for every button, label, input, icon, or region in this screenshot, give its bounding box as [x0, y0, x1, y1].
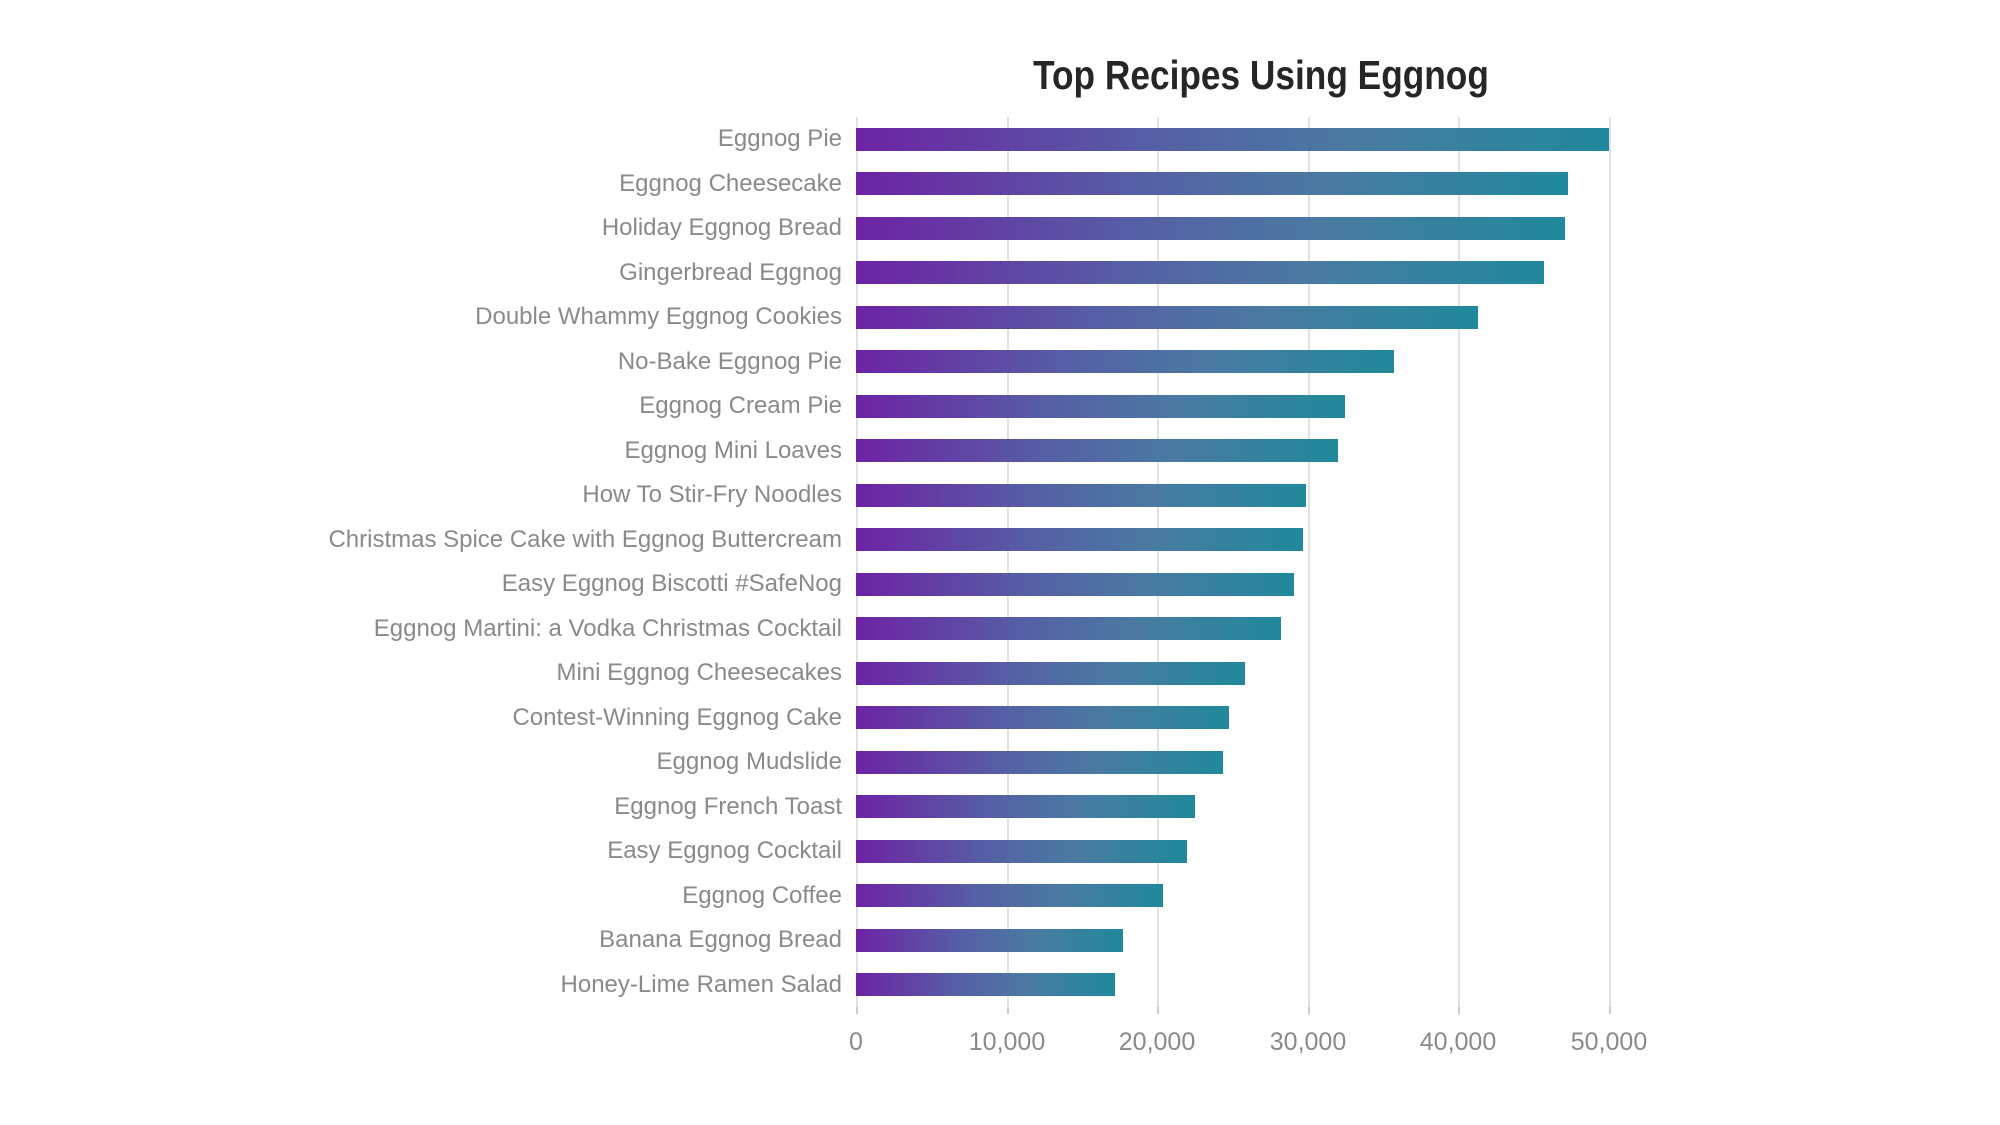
x-axis-tick: [1007, 1007, 1009, 1014]
x-axis-tick-label: 50,000: [1570, 1028, 1648, 1056]
category-label: Eggnog Cream Pie: [639, 392, 842, 419]
gridline-x-30000: [1308, 117, 1310, 1007]
gridline-x-10000: [1007, 117, 1009, 1007]
chart-title-text: Top Recipes Using Eggnog: [1033, 52, 1489, 98]
bar-10: [856, 573, 1294, 596]
bar-1: [856, 172, 1568, 195]
bar-9: [856, 528, 1303, 551]
category-label: Eggnog Coffee: [682, 882, 842, 909]
bar-17: [856, 884, 1163, 907]
bar-5: [856, 350, 1394, 373]
category-label: Honey-Lime Ramen Salad: [560, 971, 842, 998]
bar-6: [856, 395, 1345, 418]
x-axis-tick: [1308, 1007, 1310, 1014]
x-axis-tick-label: 40,000: [1419, 1028, 1497, 1056]
category-label: Eggnog French Toast: [614, 793, 842, 820]
bar-13: [856, 706, 1229, 729]
category-label: No-Bake Eggnog Pie: [617, 348, 842, 375]
x-axis-tick-label: 10,000: [968, 1028, 1046, 1056]
category-label: Banana Eggnog Bread: [599, 926, 842, 953]
gridline-x-20000: [1157, 117, 1159, 1007]
category-label: Easy Eggnog Cocktail: [607, 837, 842, 864]
bar-0: [856, 128, 1609, 151]
category-label: Eggnog Cheesecake: [619, 170, 842, 197]
gridline-x-50000: [1609, 117, 1611, 1007]
category-label: Contest-Winning Eggnog Cake: [512, 704, 842, 731]
category-label: Eggnog Martini: a Vodka Christmas Cockta…: [373, 615, 842, 642]
x-axis-tick: [1458, 1007, 1460, 1014]
x-axis-tick-label: 30,000: [1269, 1028, 1347, 1056]
category-label: Holiday Eggnog Bread: [601, 214, 842, 241]
bar-11: [856, 617, 1281, 640]
bar-7: [856, 439, 1338, 462]
category-label: Eggnog Mini Loaves: [624, 437, 842, 464]
category-label: Eggnog Pie: [717, 125, 842, 152]
x-axis-tick: [856, 1007, 858, 1014]
category-label: Easy Eggnog Biscotti #SafeNog: [501, 570, 842, 597]
bar-19: [856, 973, 1115, 996]
bar-2: [856, 217, 1565, 240]
bar-16: [856, 840, 1187, 863]
bar-18: [856, 929, 1123, 952]
x-axis-tick-label: 0: [849, 1028, 863, 1056]
gridline-x-40000: [1458, 117, 1460, 1007]
category-label: Eggnog Mudslide: [656, 748, 842, 775]
category-label: How To Stir-Fry Noodles: [582, 481, 842, 508]
x-axis-tick-label: 20,000: [1118, 1028, 1196, 1056]
bar-15: [856, 795, 1195, 818]
bar-12: [856, 662, 1245, 685]
category-label: Christmas Spice Cake with Eggnog Butterc…: [328, 526, 842, 553]
x-axis-tick: [1609, 1007, 1611, 1014]
bar-8: [856, 484, 1306, 507]
gridline-x-0: [856, 117, 858, 1007]
bar-3: [856, 261, 1544, 284]
bar-4: [856, 306, 1478, 329]
bar-14: [856, 751, 1223, 774]
category-label: Double Whammy Eggnog Cookies: [475, 303, 842, 330]
chart-title: Top Recipes Using Eggnog: [856, 52, 1666, 108]
category-label: Gingerbread Eggnog: [619, 259, 842, 286]
category-label: Mini Eggnog Cheesecakes: [556, 659, 842, 686]
x-axis-tick: [1157, 1007, 1159, 1014]
